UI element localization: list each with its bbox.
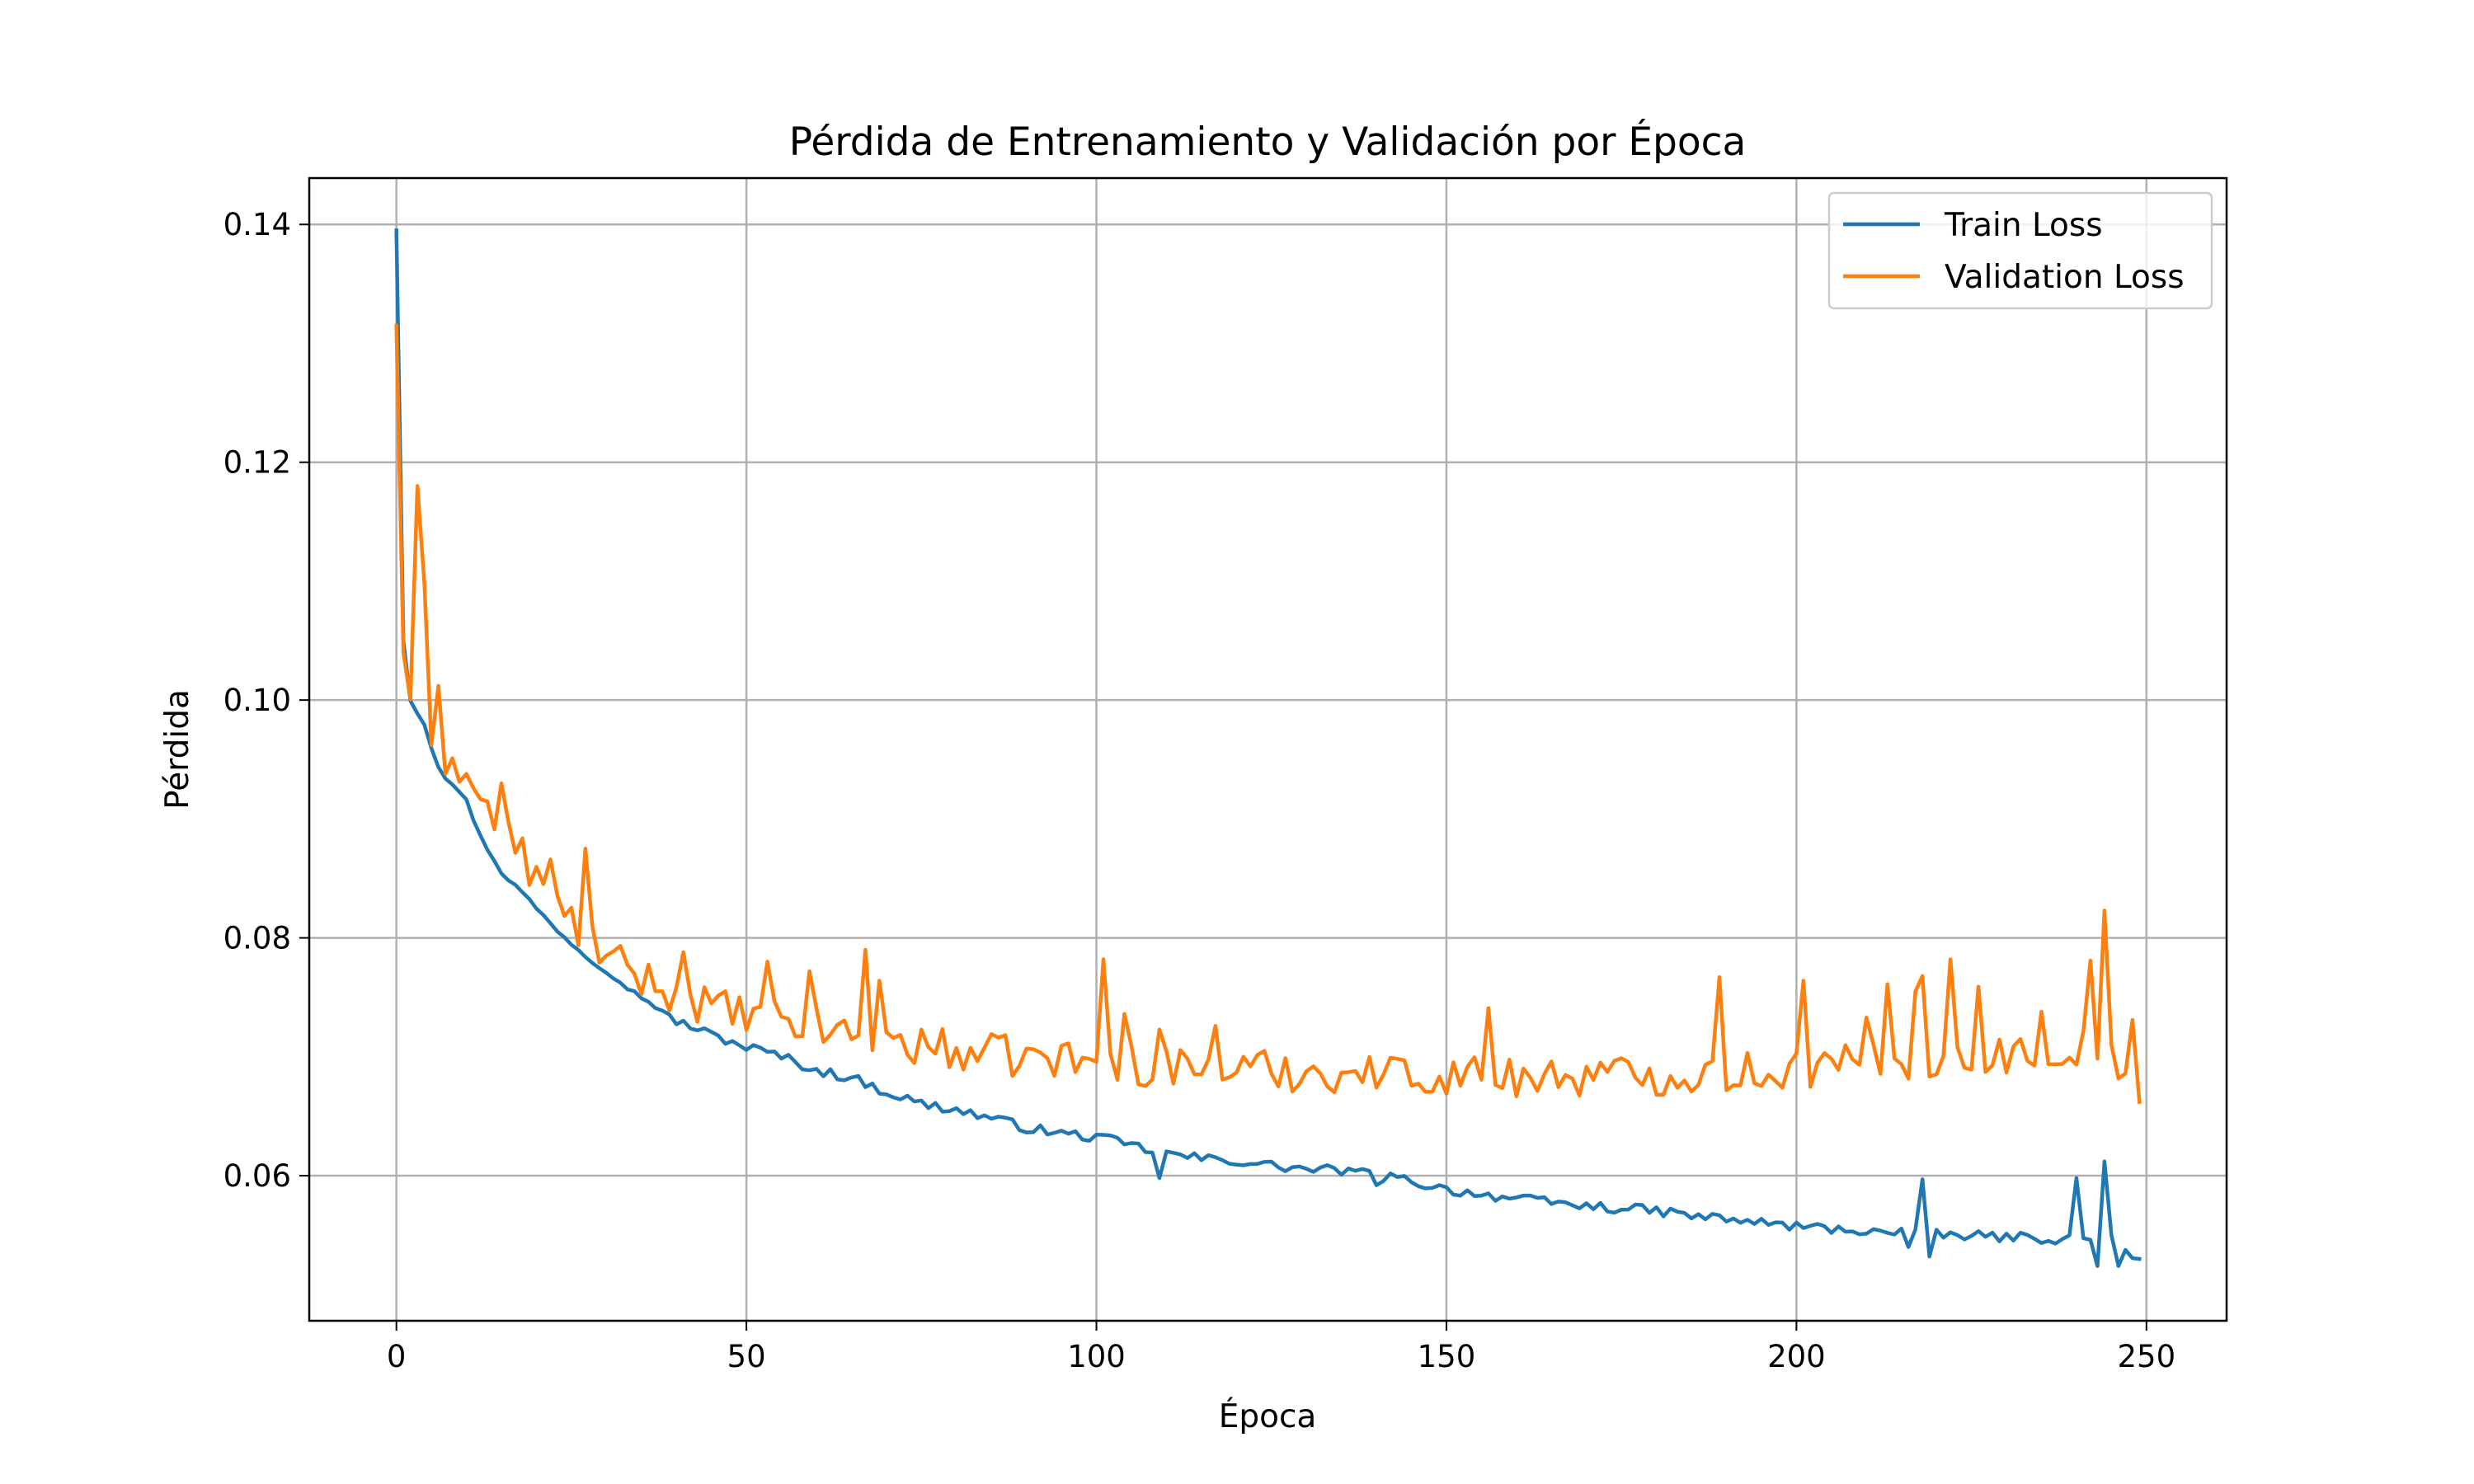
x-tick-label: 100 (1067, 1339, 1126, 1374)
x-tick-label: 200 (1767, 1339, 1826, 1374)
legend-train-label: Train Loss (1944, 207, 2103, 244)
y-tick-label: 0.12 (223, 445, 291, 481)
plot-frame (308, 176, 2228, 1322)
x-tick-label: 250 (2117, 1339, 2175, 1374)
x-tick-label: 50 (727, 1339, 766, 1374)
x-tick-label: 150 (1418, 1339, 1476, 1374)
legend: Train Loss Validation Loss (1827, 191, 2213, 310)
y-tick-label: 0.06 (223, 1158, 291, 1194)
axis-ticks: 0 50 100 150 200 250 0.06 0.08 0.10 0.12 0.14 (223, 207, 2176, 1374)
plot-area-background (309, 178, 2227, 1321)
x-tick-label: 0 (387, 1339, 407, 1374)
train-loss-line (394, 228, 2142, 1268)
y-tick-label: 0.10 (223, 683, 291, 718)
series-lines (394, 228, 2142, 1268)
y-axis-label: Pérdida (159, 689, 196, 810)
validation-loss-line (394, 323, 2142, 1105)
chart-title: Pérdida de Entrenamiento y Validación po… (789, 120, 1747, 165)
x-axis-label: Época (1219, 1397, 1317, 1435)
legend-box (1827, 191, 2213, 310)
y-tick-label: 0.14 (223, 207, 291, 242)
legend-validation-label: Validation Loss (1945, 259, 2185, 296)
y-tick-label: 0.08 (223, 921, 291, 956)
